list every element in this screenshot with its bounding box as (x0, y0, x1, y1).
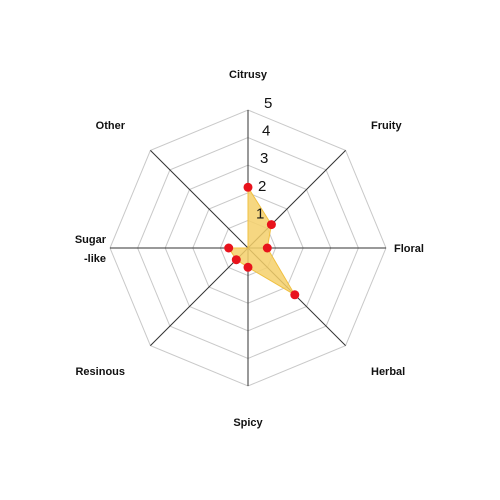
data-point-5 (231, 255, 241, 265)
axis-label-3: Herbal (371, 366, 405, 378)
axis-label-1: Fruity (371, 120, 402, 132)
tick-label-4: 4 (262, 123, 270, 140)
series-polygon (227, 185, 297, 297)
axis-label-6: Sugar -like (75, 234, 107, 265)
axis-label-4: Spicy (233, 417, 263, 429)
axis-label-2: Floral (394, 243, 424, 255)
axis-labels: Citrusy Fruity Floral Herbal Spicy Resinous Su… (75, 69, 424, 429)
axis-label-0: Citrusy (229, 69, 268, 81)
data-point-6 (224, 243, 234, 253)
data-point-1 (266, 220, 276, 230)
series-points (224, 182, 300, 300)
data-point-3 (290, 290, 300, 300)
tick-labels: 1 2 3 4 5 (256, 95, 272, 222)
data-point-0 (243, 182, 253, 192)
tick-label-3: 3 (260, 150, 268, 167)
data-point-4 (243, 262, 253, 272)
axis-label-5: Resinous (75, 366, 125, 378)
axis-spoke-7 (150, 150, 249, 249)
axis-label-7: Other (96, 120, 126, 132)
series-area (227, 185, 297, 297)
tick-label-5: 5 (264, 95, 272, 112)
axis-spoke-5 (150, 247, 249, 346)
tick-label-1: 1 (256, 205, 264, 222)
tick-label-2: 2 (258, 178, 266, 195)
data-point-2 (262, 243, 272, 253)
